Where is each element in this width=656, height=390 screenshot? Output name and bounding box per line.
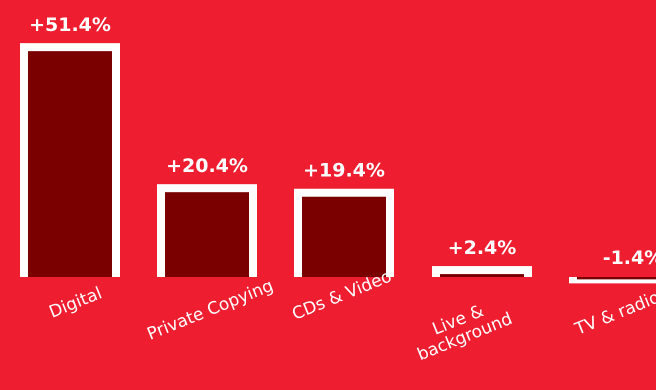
category-label: Live &background: [408, 292, 515, 365]
bar: [302, 196, 386, 277]
data-label: +51.4%: [29, 14, 111, 36]
data-label: +19.4%: [303, 160, 385, 182]
category-label-line: Private Copying: [144, 276, 276, 345]
data-label: +2.4%: [448, 237, 517, 259]
category-label: TV & radio: [571, 288, 656, 340]
bar-outline: [432, 266, 532, 277]
bar: [440, 274, 524, 277]
data-label: +20.4%: [166, 155, 248, 177]
bar: [165, 192, 249, 277]
category-label-line: TV & radio: [571, 288, 656, 340]
data-label: -1.4%: [603, 247, 656, 269]
category-label: Private Copying: [144, 276, 276, 345]
bar: [28, 51, 112, 277]
bar: [577, 277, 656, 280]
bar-outline: [569, 277, 656, 284]
category-label-line: Digital: [46, 283, 105, 322]
category-label: Digital: [46, 283, 105, 322]
